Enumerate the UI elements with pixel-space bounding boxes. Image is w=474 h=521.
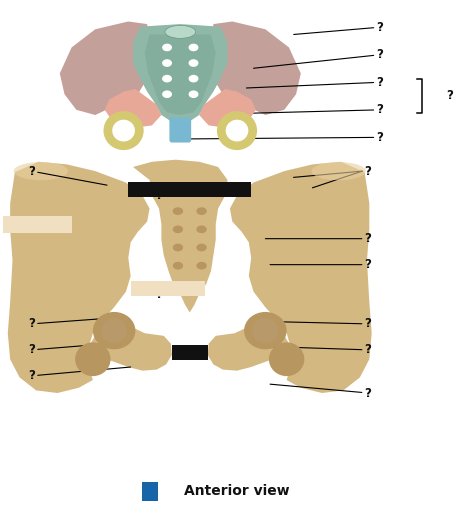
FancyBboxPatch shape — [131, 281, 205, 296]
Polygon shape — [105, 89, 161, 128]
Ellipse shape — [196, 244, 207, 252]
Text: Anterior view: Anterior view — [184, 483, 290, 498]
Ellipse shape — [189, 60, 198, 66]
Ellipse shape — [196, 226, 207, 233]
Text: ?: ? — [28, 343, 109, 356]
Ellipse shape — [252, 318, 278, 343]
Polygon shape — [91, 318, 172, 370]
Text: ?: ? — [365, 165, 372, 178]
Ellipse shape — [189, 91, 198, 97]
Ellipse shape — [103, 111, 144, 150]
Text: a: a — [146, 486, 153, 495]
Polygon shape — [230, 162, 372, 393]
Ellipse shape — [14, 162, 68, 180]
Ellipse shape — [163, 76, 171, 82]
FancyBboxPatch shape — [142, 482, 157, 501]
Ellipse shape — [226, 120, 248, 142]
Polygon shape — [10, 159, 369, 403]
Bar — [0, 159, 393, 408]
Ellipse shape — [196, 262, 207, 269]
Ellipse shape — [75, 342, 110, 376]
Text: ?: ? — [258, 317, 372, 330]
Text: ?: ? — [265, 232, 372, 245]
Text: ?: ? — [446, 89, 453, 102]
Ellipse shape — [189, 76, 198, 82]
Polygon shape — [208, 318, 289, 370]
Text: ?: ? — [28, 165, 107, 185]
Ellipse shape — [269, 342, 304, 376]
Ellipse shape — [217, 111, 257, 150]
Ellipse shape — [173, 262, 183, 269]
Text: ?: ? — [242, 103, 383, 116]
Ellipse shape — [163, 60, 171, 66]
Ellipse shape — [173, 244, 183, 252]
Ellipse shape — [189, 44, 198, 51]
Text: ?: ? — [155, 288, 163, 301]
Ellipse shape — [163, 91, 171, 97]
Text: ?: ? — [155, 189, 163, 202]
Text: ?: ? — [28, 367, 131, 382]
Polygon shape — [199, 89, 256, 128]
Text: ?: ? — [190, 131, 383, 144]
Text: ?: ? — [28, 317, 102, 330]
Polygon shape — [133, 24, 228, 123]
Ellipse shape — [112, 120, 135, 142]
Polygon shape — [145, 34, 216, 115]
Ellipse shape — [101, 318, 127, 343]
FancyBboxPatch shape — [3, 216, 72, 233]
Text: ?: ? — [46, 218, 53, 231]
Text: ?: ? — [270, 258, 372, 271]
FancyBboxPatch shape — [172, 345, 208, 360]
Ellipse shape — [244, 312, 287, 350]
Ellipse shape — [163, 44, 171, 51]
Ellipse shape — [173, 226, 183, 233]
Ellipse shape — [196, 207, 207, 215]
Text: ?: ? — [270, 384, 372, 400]
Text: ?: ? — [294, 21, 383, 34]
Text: ?: ? — [254, 48, 383, 68]
FancyBboxPatch shape — [169, 118, 191, 143]
FancyBboxPatch shape — [128, 182, 251, 196]
Polygon shape — [133, 160, 228, 313]
Polygon shape — [60, 21, 150, 115]
Ellipse shape — [93, 312, 136, 350]
Polygon shape — [211, 21, 301, 115]
Polygon shape — [8, 162, 150, 393]
Text: ?: ? — [258, 343, 372, 356]
Ellipse shape — [173, 207, 183, 215]
Ellipse shape — [165, 26, 196, 39]
Ellipse shape — [311, 162, 366, 180]
Text: ?: ? — [246, 76, 383, 89]
